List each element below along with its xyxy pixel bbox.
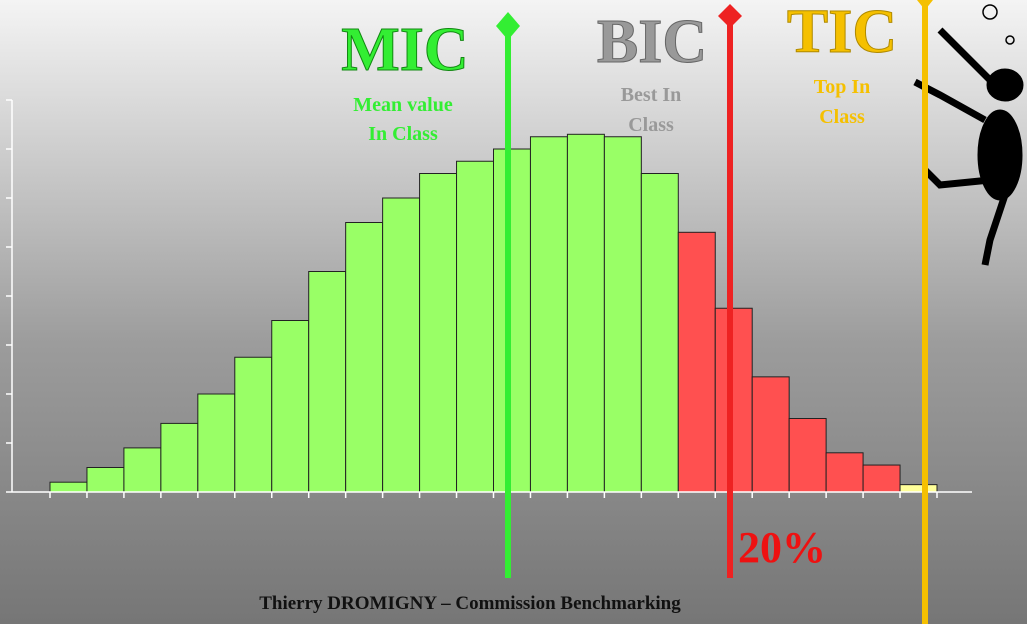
bar bbox=[494, 149, 531, 492]
chart: MIC Mean value In Class BIC Best In Clas… bbox=[0, 0, 1027, 624]
bar bbox=[124, 448, 161, 492]
bar bbox=[752, 377, 789, 492]
tic-label: TIC bbox=[787, 0, 897, 66]
tic-desc: Top In bbox=[814, 76, 871, 98]
share-label: 20% bbox=[738, 523, 826, 572]
bic-desc: Class bbox=[628, 114, 674, 136]
bar bbox=[161, 423, 198, 492]
bar bbox=[826, 453, 863, 492]
bar bbox=[235, 357, 272, 492]
mic-desc: In Class bbox=[368, 123, 438, 145]
bar bbox=[567, 134, 604, 492]
bic-label: BIC bbox=[597, 8, 707, 76]
footer: Thierry DROMIGNY – Commission Benchmarki… bbox=[259, 593, 681, 614]
bar bbox=[900, 485, 937, 492]
bar bbox=[309, 272, 346, 493]
bar bbox=[604, 137, 641, 492]
mic-desc: Mean value bbox=[353, 94, 453, 116]
bic-desc: Best In bbox=[621, 84, 682, 106]
bar bbox=[87, 468, 124, 493]
bar bbox=[457, 161, 494, 492]
bar bbox=[715, 308, 752, 492]
bar bbox=[50, 482, 87, 492]
tic-desc: Class bbox=[819, 106, 865, 128]
bar bbox=[272, 321, 309, 493]
bar bbox=[678, 232, 715, 492]
bar bbox=[383, 198, 420, 492]
bar bbox=[789, 419, 826, 493]
mic-label: MIC bbox=[341, 16, 468, 84]
bar bbox=[863, 465, 900, 492]
bar bbox=[346, 223, 383, 493]
bar bbox=[641, 174, 678, 493]
bar bbox=[420, 174, 457, 493]
bar bbox=[198, 394, 235, 492]
bar bbox=[530, 137, 567, 492]
